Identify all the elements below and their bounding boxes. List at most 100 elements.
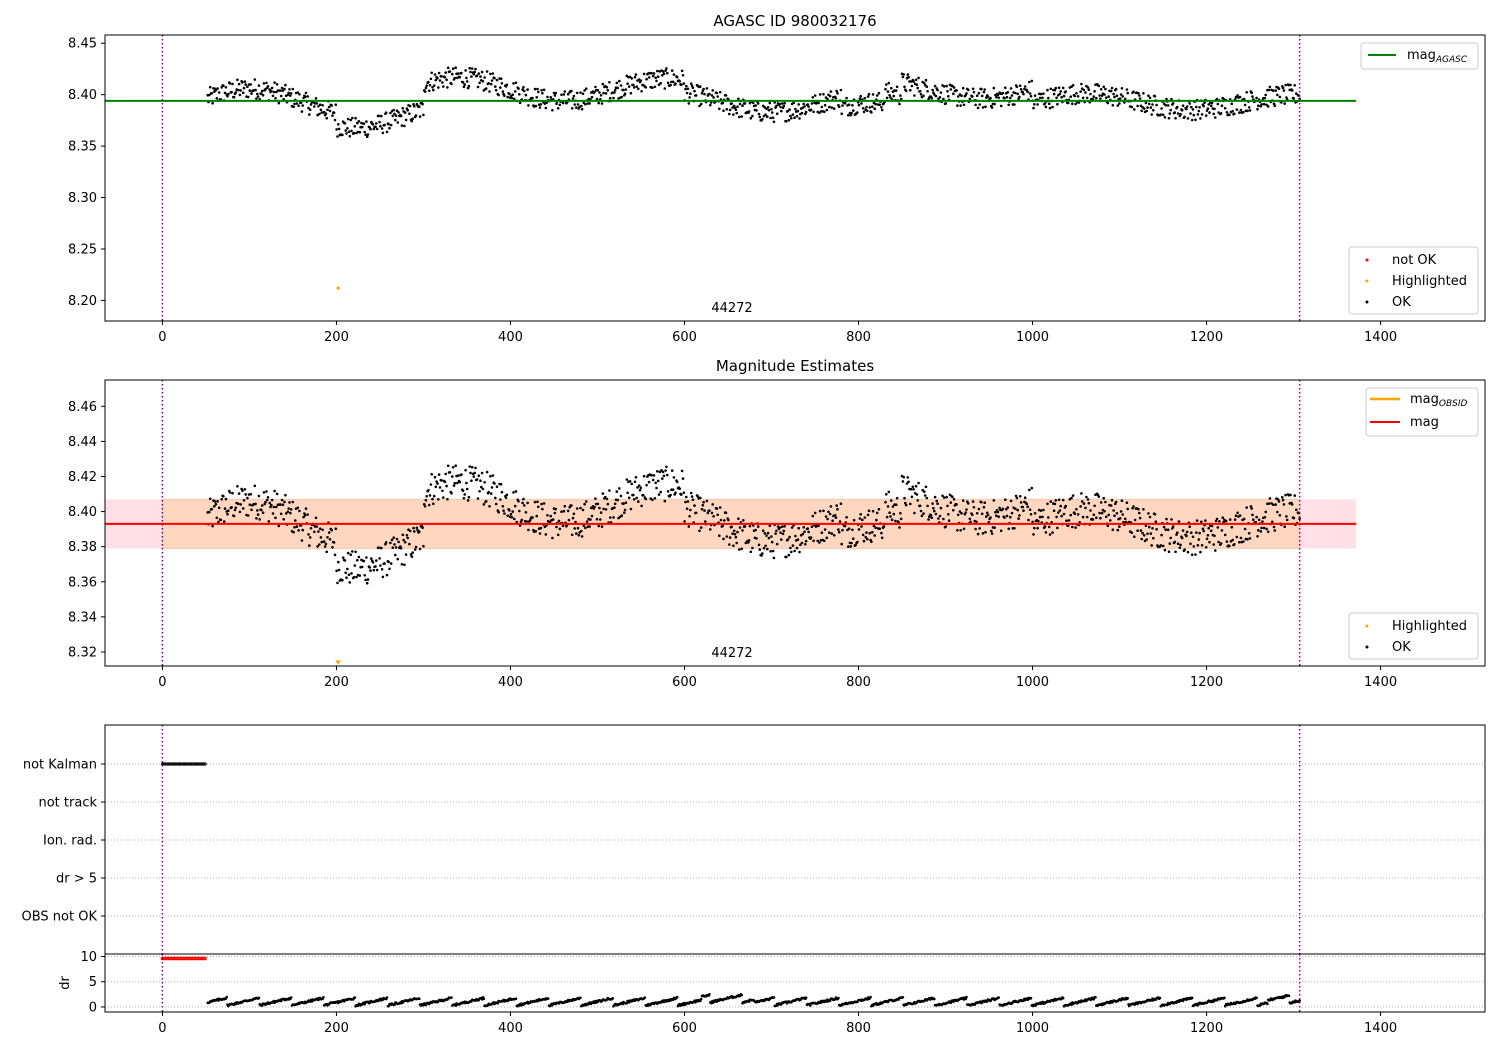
ok-point <box>965 92 968 95</box>
ok-point <box>403 563 406 567</box>
ok-point <box>1190 531 1193 534</box>
dr-ok-point <box>1266 1002 1269 1006</box>
ok-point <box>1265 103 1268 107</box>
ok-point <box>841 104 844 107</box>
ok-point <box>657 83 661 86</box>
ok-point <box>728 108 732 112</box>
dr-ok-point <box>496 1002 500 1005</box>
ok-point <box>849 545 853 548</box>
ok-point <box>788 108 791 111</box>
ok-point <box>616 498 619 502</box>
ok-point <box>738 102 742 106</box>
ok-point <box>902 475 905 479</box>
ok-point <box>751 546 754 550</box>
ok-point <box>1262 102 1266 106</box>
ok-point <box>796 109 800 113</box>
ok-point <box>456 481 459 485</box>
ok-point <box>596 502 600 506</box>
legend-highlighted-marker <box>1365 279 1369 283</box>
ok-point <box>453 481 457 485</box>
ok-point <box>501 505 505 508</box>
ok-point <box>585 87 588 90</box>
ok-point <box>1084 506 1087 510</box>
ok-point <box>333 118 337 122</box>
ok-point <box>462 497 466 500</box>
ok-point <box>829 505 833 508</box>
ok-point <box>554 507 557 511</box>
ok-point <box>836 92 839 95</box>
ok-point <box>888 94 891 97</box>
ok-point <box>1215 517 1219 521</box>
ok-point <box>599 511 603 514</box>
ok-point <box>931 88 934 92</box>
ok-point <box>364 133 367 136</box>
ok-point <box>971 87 975 91</box>
ok-point <box>958 510 962 513</box>
ok-point <box>632 498 636 501</box>
panel1-ytick-label: 8.30 <box>68 191 97 206</box>
ok-point <box>850 111 853 115</box>
panel2-xtick-label: 0 <box>158 675 166 690</box>
ok-point <box>440 75 443 78</box>
ok-point <box>294 519 297 522</box>
ok-point <box>605 86 609 89</box>
ok-point <box>771 116 775 120</box>
ok-point <box>1005 514 1009 518</box>
ok-point <box>878 103 881 106</box>
ok-point <box>495 485 499 489</box>
ok-point <box>975 94 979 97</box>
ok-point <box>1185 534 1188 538</box>
ok-point <box>857 103 861 107</box>
ok-point <box>794 107 797 111</box>
ok-point <box>523 89 526 93</box>
ok-point <box>909 88 912 92</box>
ok-point <box>1133 108 1136 111</box>
ok-point <box>540 88 543 92</box>
ok-point <box>357 120 361 123</box>
ok-point <box>350 572 353 575</box>
ok-point <box>661 470 665 474</box>
ok-point <box>640 504 643 508</box>
ok-point <box>705 87 709 90</box>
ok-point <box>1042 92 1045 95</box>
ok-point <box>217 91 221 94</box>
ok-point <box>747 539 751 542</box>
ok-point <box>890 86 893 90</box>
legend-ok-label: OK <box>1392 295 1411 310</box>
ok-point <box>289 92 293 95</box>
ok-point <box>288 501 291 504</box>
ok-point <box>1246 537 1249 541</box>
ok-point <box>539 103 543 106</box>
ok-point <box>599 94 603 97</box>
ok-point <box>825 108 829 112</box>
ok-point <box>688 96 691 99</box>
ok-point <box>412 103 415 106</box>
dr-xtick-label: 200 <box>324 1021 349 1036</box>
ok-point <box>732 104 736 108</box>
ok-point <box>999 104 1003 108</box>
ok-point <box>271 94 275 98</box>
ok-point <box>947 519 951 522</box>
ok-point <box>997 515 1000 518</box>
dr-xtick-label: 0 <box>158 1021 166 1036</box>
ok-point <box>924 485 928 489</box>
ok-point <box>1099 88 1103 91</box>
ok-point <box>1080 492 1083 495</box>
ok-point <box>489 82 493 86</box>
ok-point <box>756 102 760 105</box>
ok-point <box>980 94 984 98</box>
ok-point <box>335 569 338 573</box>
ok-point <box>301 528 305 532</box>
ok-point <box>448 70 452 73</box>
ok-point <box>249 83 252 86</box>
ok-point <box>570 533 574 537</box>
ok-point <box>423 505 427 508</box>
ok-point <box>517 87 520 90</box>
ok-point <box>301 104 305 107</box>
panel1-xtick-label: 1000 <box>1016 330 1049 345</box>
dr-ok-point <box>322 996 325 999</box>
ok-point <box>1019 501 1023 504</box>
ok-point <box>863 516 867 519</box>
ok-point <box>1060 514 1063 518</box>
ok-point <box>234 91 238 94</box>
